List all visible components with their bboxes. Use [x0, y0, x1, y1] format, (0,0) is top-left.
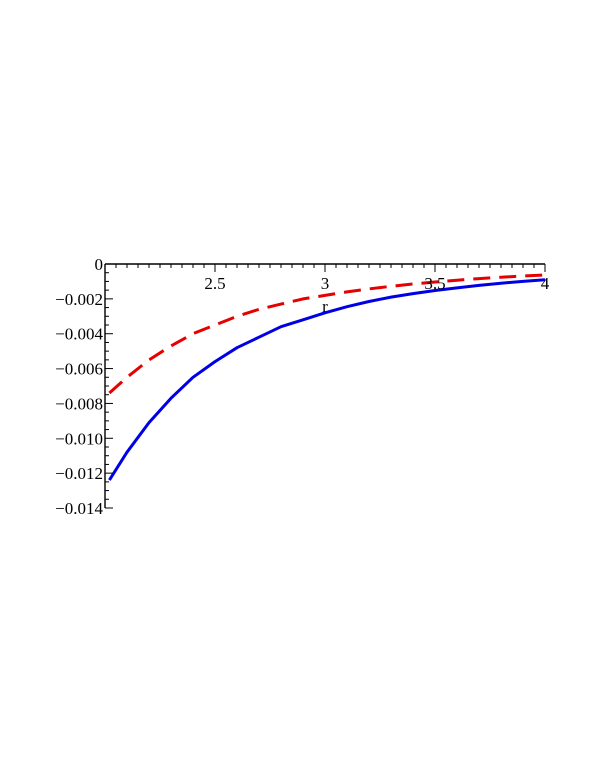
y-tick-label: −0.012 [55, 464, 103, 483]
x-tick-label: 3.5 [424, 274, 445, 293]
y-tick-label: −0.010 [55, 429, 103, 448]
y-tick-label: −0.004 [55, 325, 103, 344]
y-tick-label: −0.014 [55, 499, 103, 518]
labels-layer: r 2.5 3 3.5 4 0 −0.002 −0.004 −0.006 −0.008 −0.01… [55, 255, 550, 518]
x-tick-label: 2.5 [204, 274, 225, 293]
y-tick-label: −0.002 [55, 290, 103, 309]
axes-layer [104, 263, 546, 509]
series-line-2 [108, 273, 546, 395]
x-tick-label: 4 [541, 274, 550, 293]
y-tick-label: 0 [95, 255, 104, 274]
series-layer [108, 273, 546, 481]
x-axis-label: r [322, 297, 328, 316]
series-line-1 [108, 278, 546, 481]
y-tick-label: −0.008 [55, 394, 103, 413]
y-tick-label: −0.006 [55, 360, 103, 379]
x-tick-label: 3 [321, 274, 330, 293]
